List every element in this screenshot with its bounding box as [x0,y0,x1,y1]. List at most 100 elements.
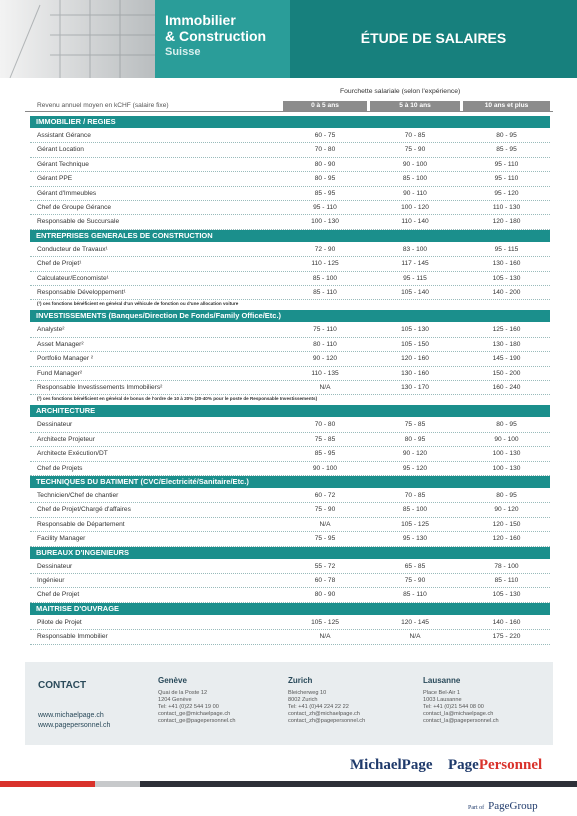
header-image [0,0,155,78]
salary-range: 80 - 110 [313,340,337,348]
office: Zurich Bleicherweg 10 8002 Zurich Tel: +41 … [288,677,365,725]
brand-line: & Construction [165,28,267,44]
salary-range: 140 - 160 [492,618,521,626]
salary-range: 85 - 110 [313,289,337,296]
row-label: Responsable Investissements Immobiliers² [37,384,163,391]
salary-range: 85 - 100 [312,274,338,282]
office-line: contact_la@pagepersonnel.ch [423,718,499,724]
salary-range: 72 - 90 [314,245,336,253]
section-header: INVESTISSEMENTS (Banques/Direction De Fo… [30,310,550,323]
salary-range: 95 - 110 [313,204,337,211]
salary-range: 90 - 100 [312,464,338,472]
row-label: Analyste² [37,326,65,334]
salary-range: 105 - 140 [401,289,429,296]
table-row: Responsable de Département N/A 105 - 125 12… [30,518,550,533]
salary-range: 130 - 160 [401,369,429,377]
salary-range: 90 - 100 [402,160,428,168]
footer-bar [0,781,95,787]
section-header: IMMOBILIER / REGIES [30,116,550,128]
row-label: Responsable de Département [37,520,125,528]
salary-range: 100 - 120 [401,204,429,211]
office-line: contact_zh@pagepersonnel.ch [288,718,366,724]
row-label: Gérant d'Immeubles [37,189,97,197]
row-label: Chef de Projet [37,591,80,599]
section-header: ARCHITECTURE [30,405,550,418]
salary-range: 85 - 110 [494,577,519,584]
row-label: Responsable Immobilier [37,633,108,641]
salary-range: 175 - 220 [492,633,521,641]
table-row: Responsable Investissements Immobiliers²… [30,381,550,396]
brand: Immobilier & Construction Suisse [165,12,266,60]
office-line: Bleicherweg 10 [288,690,327,696]
salary-range: 90 - 120 [312,355,338,363]
row-label: Chef de Projet/Chargé d'affaires [37,506,131,514]
table-row: Fund Manager² 110 - 135 130 - 160 150 - 200 [30,367,550,381]
table-row: Pilote de Projet 105 - 125 120 - 145 140 - … [30,616,550,631]
salary-range: 100 - 130 [492,450,521,458]
website: www.pagepersonnel.ch [38,722,111,729]
salary-range: 70 - 80 [314,146,336,154]
table-row: Chef de Groupe Gérance 95 - 110 100 - 120 1… [30,201,550,216]
salary-range: 85 - 100 [402,175,428,183]
row-label: Chef de Groupe Gérance [37,204,112,211]
logos: MichaelPage PagePersonnel [350,757,542,774]
row-label: Responsable Développement¹ [37,289,126,296]
salary-range: 60 - 72 [314,492,336,499]
website: www.michaelpage.ch [38,712,104,719]
row-label: Portfolio Manager ² [37,355,94,363]
salary-range: 95 - 115 [494,245,519,253]
table-row: Facility Manager 75 - 95 95 - 130 120 - 160 [30,532,550,547]
table-row: Conducteur de Travaux¹ 72 - 90 83 - 100 95 … [30,243,550,258]
row-label: Gérant PPE [37,175,73,183]
table-row: Gérant PPE 80 - 95 85 - 100 95 - 110 [30,172,550,187]
salary-range: 85 - 95 [314,189,336,197]
table-row: Chef de Projet 80 - 90 85 - 110 105 - 130 [30,588,550,603]
salary-range: N/A [319,384,331,391]
office-line: Tel: +41 (0)21 544 08 00 [423,704,484,710]
table-row: Dessinateur 70 - 80 75 - 85 80 - 95 [30,418,550,433]
row-label: Calculateur/Economiste¹ [37,274,109,282]
salary-range: 110 - 125 [311,260,339,268]
row-label: Pilote de Projet [37,618,82,626]
salary-range: 140 - 200 [492,289,521,296]
table-row: Analyste² 75 - 110 105 - 130 125 - 160 [30,323,550,338]
salary-range: 80 - 90 [314,160,336,168]
row-label: Dessinateur [37,421,73,429]
salary-range: 150 - 200 [492,369,521,377]
salary-range: 80 - 95 [496,421,517,429]
row-label: Chef de Projet¹ [37,260,82,268]
salary-range: 105 - 125 [401,520,429,528]
brand-line: Suisse [165,46,201,58]
salary-range: 70 - 80 [314,421,336,429]
table-row: Responsable Développement¹ 85 - 110 105 - … [30,286,550,301]
row-label: Assistant Gérance [37,132,91,139]
salary-range: 80 - 90 [314,591,336,599]
salary-range: 90 - 100 [494,435,519,443]
office-city: Genève [158,676,187,685]
salary-range: 75 - 85 [404,421,426,429]
salary-range: 90 - 110 [403,189,427,197]
salary-range: 85 - 95 [314,450,336,458]
table-row: Technicien/Chef de chantier 60 - 72 70 - 8… [30,489,550,504]
salary-range: 110 - 135 [311,369,339,377]
salary-range: 83 - 100 [402,245,428,253]
salary-range: 125 - 160 [492,326,521,334]
salary-range: 60 - 78 [314,577,336,584]
logo-part: Michael [350,757,402,773]
salary-range: 100 - 130 [492,464,521,472]
office-city: Zurich [288,676,313,685]
table-row: Gérant Location 70 - 80 75 - 90 85 - 95 [30,143,550,158]
office-line: contact_ge@michaelpage.ch [158,711,231,717]
salary-range: 75 - 90 [314,506,336,514]
header-rule [25,111,553,112]
row-label: Facility Manager [37,535,86,543]
salary-range: 95 - 120 [402,464,428,472]
office-line: 8002 Zurich [288,697,318,703]
salary-range: 130 - 160 [492,260,521,268]
salary-range: 105 - 130 [492,274,521,282]
salary-range: 110 - 130 [492,204,521,211]
column-header: 0 à 5 ans [283,101,367,111]
table-row: Gérant d'Immeubles 85 - 95 90 - 110 95 - 12… [30,187,550,201]
logo-part: Page [447,757,479,773]
contact-box [25,662,553,745]
